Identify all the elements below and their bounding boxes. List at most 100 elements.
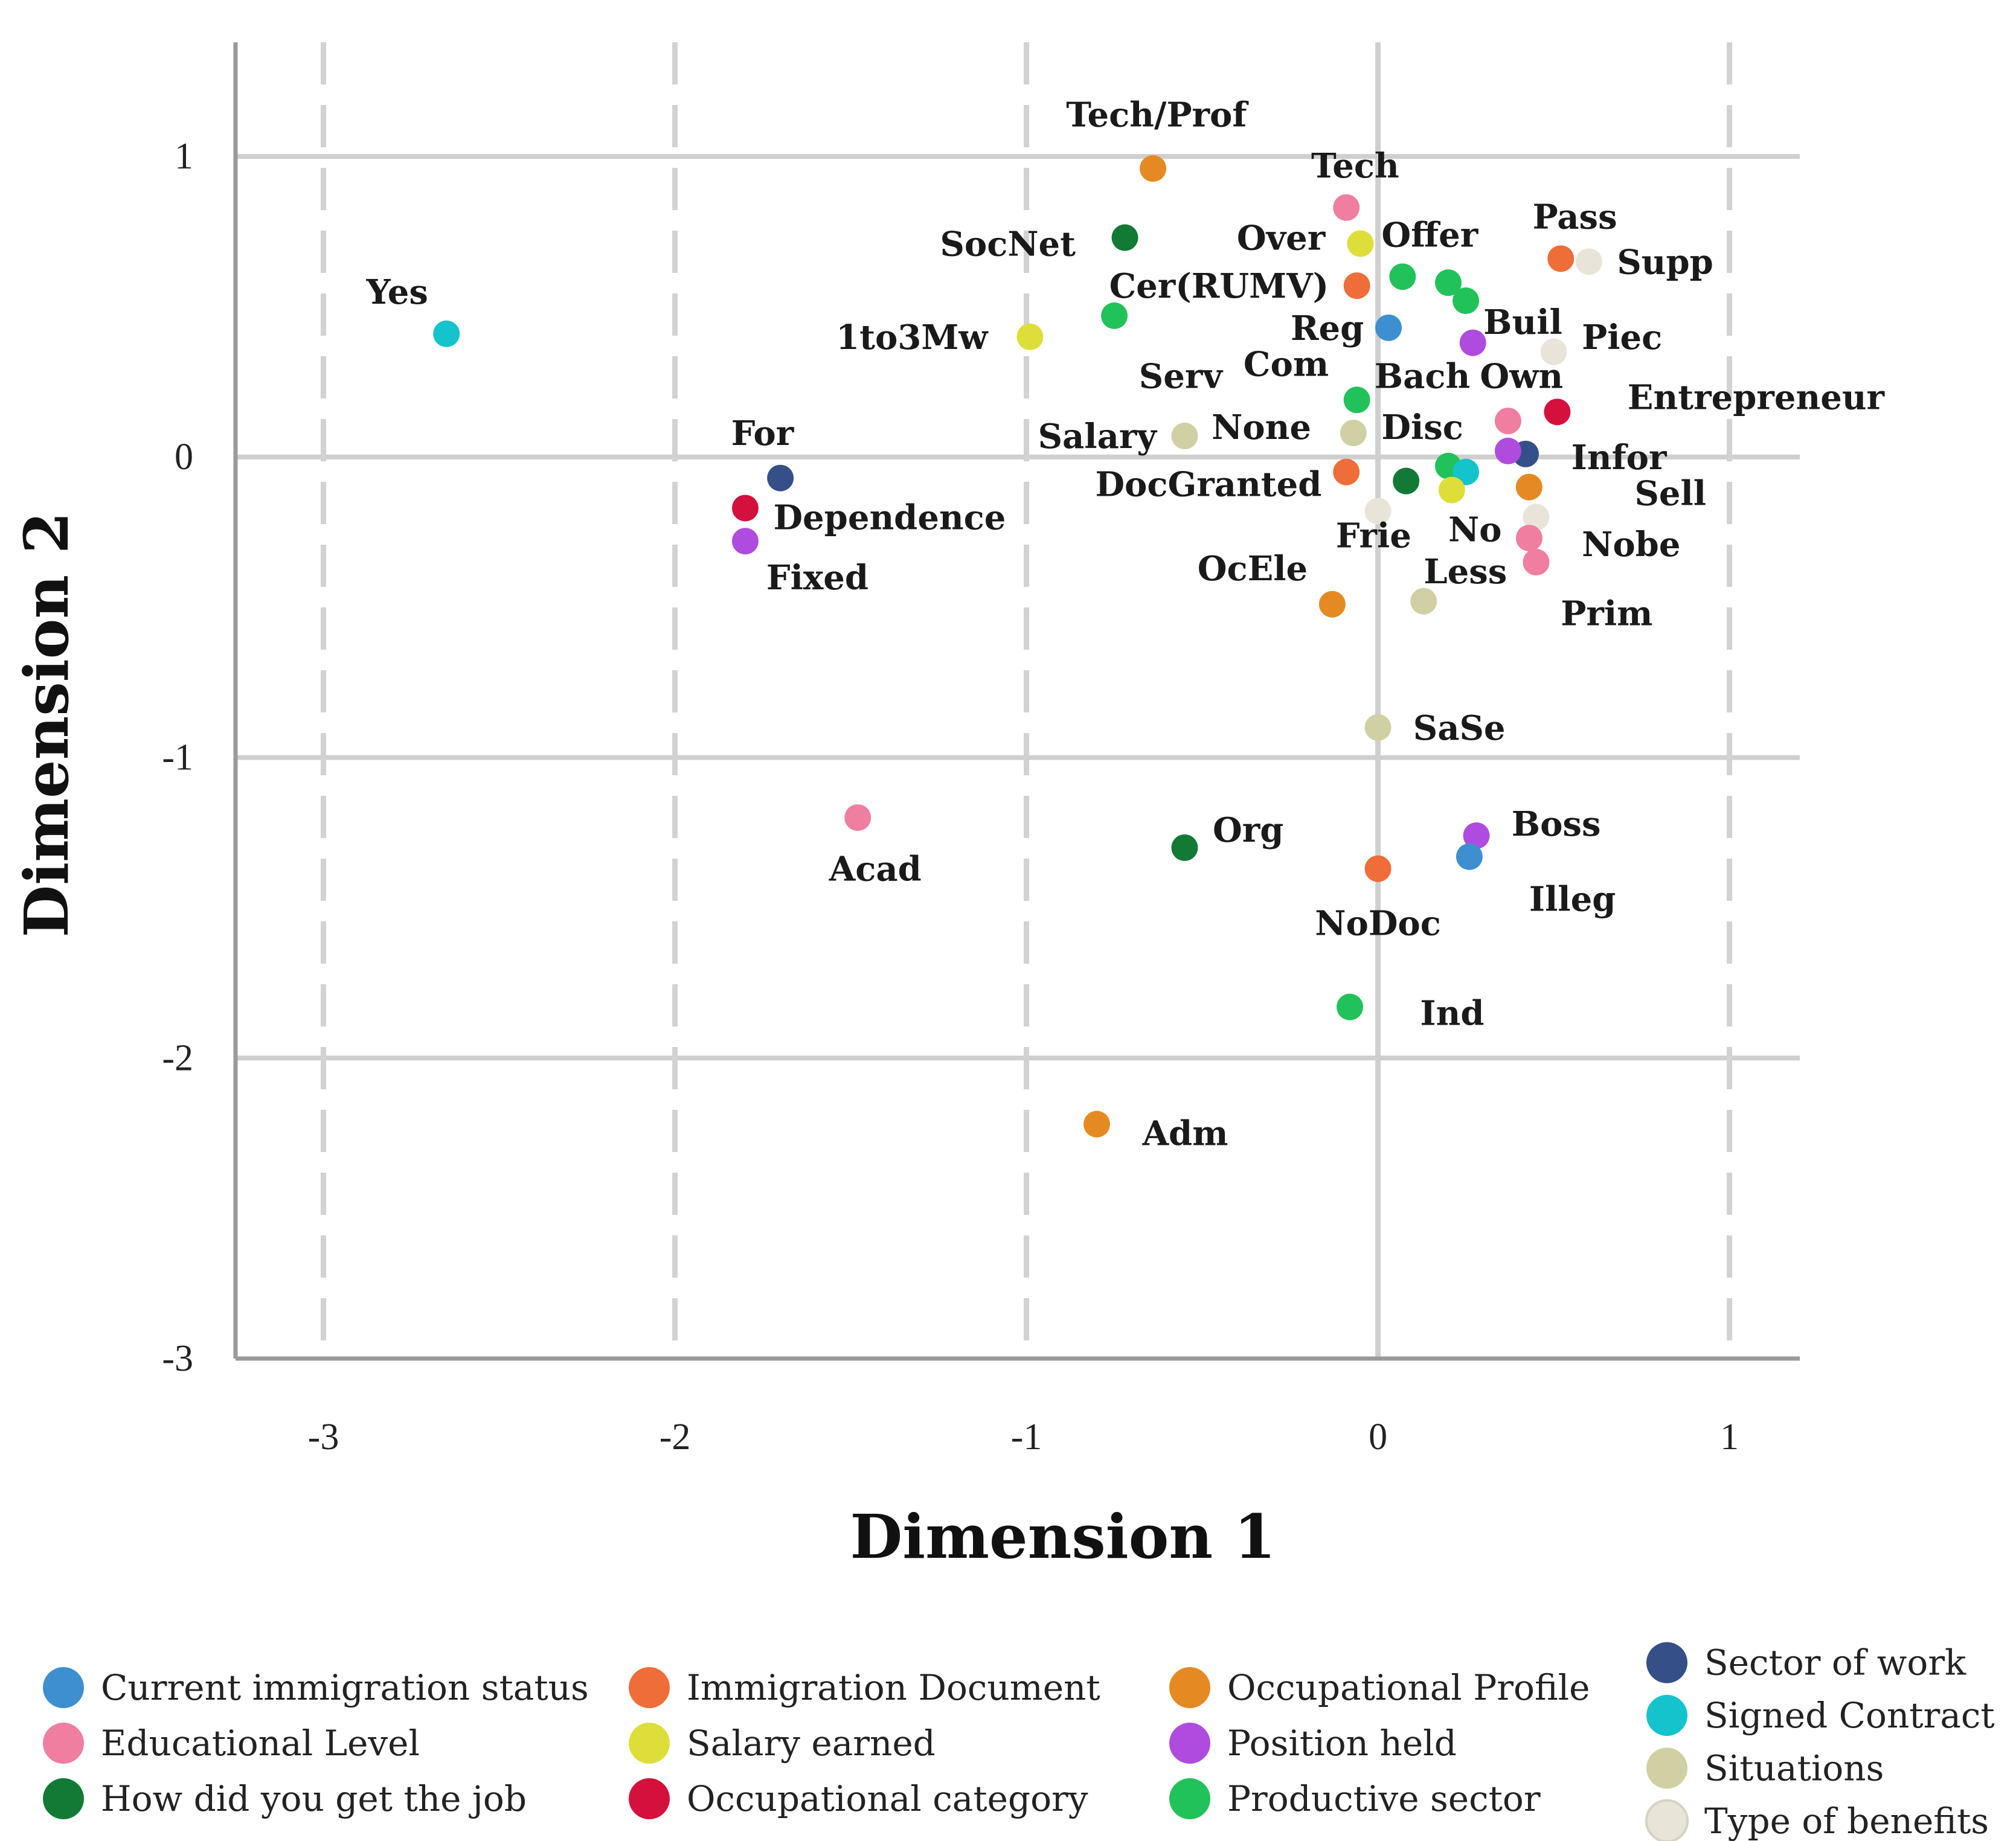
data-point [1456,843,1483,870]
point-label: Salary [1038,417,1158,456]
point-label: Disc [1381,408,1463,447]
data-point [1140,155,1167,182]
point-label: Entrepreneur [1628,377,1886,417]
data-point [1347,230,1374,257]
x-tick-label: -2 [660,1417,691,1458]
data-point [1410,588,1437,615]
legend-swatch [1646,1747,1687,1789]
legend-label: Position held [1227,1723,1457,1764]
x-tick-label: 1 [1720,1417,1739,1458]
data-point [1340,420,1367,447]
data-point [1364,714,1392,741]
y-tick-label: 1 [175,136,193,177]
legend-label: Current immigration status [101,1667,589,1708]
point-label: Own [1480,356,1563,396]
data-point [1523,549,1550,576]
legend-swatch [43,1667,84,1708]
data-point [731,528,759,555]
legend-swatch [1169,1667,1210,1708]
data-point [1343,386,1370,414]
x-tick-label: -3 [308,1417,339,1458]
point-label: 1to3Mw [836,318,989,357]
data-point [731,495,759,522]
point-label: Piec [1582,318,1662,357]
legend-swatch [1646,1642,1687,1683]
point-label: Offer [1381,216,1478,255]
legend-swatch [629,1778,670,1819]
y-tick-label: 0 [175,437,193,478]
point-label: OcEle [1198,549,1308,589]
y-tick-label: -3 [162,1338,193,1379]
point-label: Ind [1420,994,1484,1034]
data-point [1337,993,1364,1020]
point-label: For [731,414,795,453]
y-tick-labels: 1 0 -1 -2 -3 [162,136,193,1379]
legend-swatch [43,1723,84,1764]
x-axis-title: Dimension 1 [850,1501,1276,1572]
point-label: Less [1424,552,1507,592]
point-label: Prim [1561,594,1652,634]
data-point [1333,194,1360,221]
x-tick-labels: -3 -2 -1 0 1 [308,1417,1739,1458]
legend-label: Productive sector [1227,1778,1541,1819]
data-point [1016,323,1044,350]
y-tick-label: -2 [162,1037,193,1078]
point-label: Nobe [1582,525,1680,565]
point-label: DocGranted [1095,465,1321,505]
point-label: Acad [829,850,922,889]
data-point [1434,269,1462,296]
data-point [844,804,872,831]
legend-label: Salary earned [687,1723,936,1764]
legend-label: Educational Level [101,1723,420,1764]
data-point [1459,329,1486,356]
data-point [1544,399,1571,426]
data-point [1438,476,1465,504]
grid-lines [236,42,1800,1359]
point-label: Org [1213,810,1283,850]
data-point [1463,822,1490,849]
point-label: Infor [1571,438,1668,478]
data-point [767,464,794,491]
legend-label: Occupational category [687,1778,1088,1819]
axes [233,42,1800,1361]
point-label: Dependence [773,498,1006,537]
data-point [433,320,460,347]
data-point [1083,1110,1110,1138]
data-point [1364,498,1392,525]
legend-label: Signed Contract [1704,1695,1995,1736]
data-point [1101,302,1128,329]
data-point [1364,855,1392,882]
legend-swatch [1169,1778,1210,1819]
data-point [1547,245,1575,272]
data-point [1393,467,1420,495]
legend-swatch [629,1723,670,1764]
data-point [1515,473,1542,501]
point-label: Tech [1311,146,1399,186]
point-label: Serv [1139,356,1224,396]
point-label: Reg [1291,309,1364,348]
point-label: Tech/Prof [1066,95,1249,135]
point-label: Pass [1533,197,1617,237]
legend-label: Occupational Profile [1227,1667,1590,1708]
point-label: Fixed [766,558,868,598]
data-point [1333,458,1360,485]
point-label: Illeg [1529,879,1616,919]
legend-label: Immigration Document [687,1667,1100,1708]
point-label: Bach [1375,356,1470,396]
data-point [1494,408,1521,435]
point-label: SaSe [1413,708,1506,748]
data-point [1111,224,1138,251]
x-tick-label: 0 [1369,1417,1387,1458]
y-tick-label: -1 [162,737,193,778]
point-label: Adm [1142,1114,1228,1154]
legend-label: Situations [1704,1747,1884,1788]
point-label: Com [1244,345,1329,385]
legend-label: Sector of work [1704,1642,1966,1683]
data-point [1575,248,1602,275]
legend-swatch [629,1667,670,1708]
data-point [1343,272,1370,299]
point-label: Frie [1336,516,1411,556]
data-point [1515,525,1542,552]
